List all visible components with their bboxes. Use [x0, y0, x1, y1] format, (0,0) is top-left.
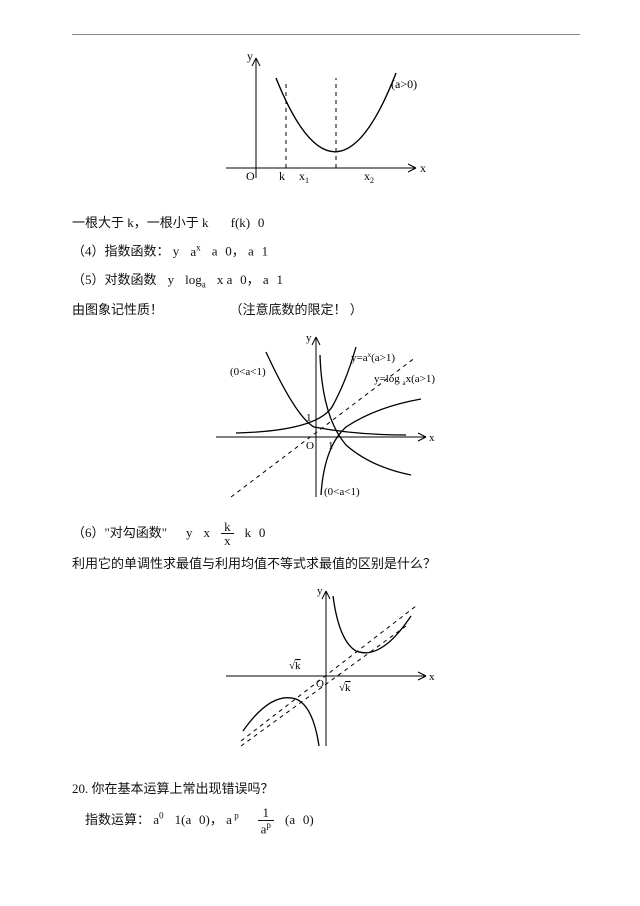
parabola-a: (a>0): [391, 77, 417, 91]
svg-text:√k: √k: [339, 682, 351, 694]
t: 一根大于: [72, 215, 124, 230]
explog-svg: y x O 1 1 y=ax(a>1) y=log ax(a>1) (0<a<1…: [196, 327, 456, 507]
q20: 20. 你在基本运算上常出现错误吗？: [72, 777, 580, 802]
explog-figure: y x O 1 1 y=ax(a>1) y=log ax(a>1) (0<a<1…: [72, 327, 580, 516]
frac-1ap: 1 ap: [258, 806, 274, 836]
line-fk: 一根大于 k，一根小于 k f(k)0: [72, 211, 580, 236]
svg-text:y=log ax(a>1): y=log ax(a>1): [374, 373, 435, 387]
svg-text:x: x: [429, 432, 435, 444]
svg-text:x1: x1: [299, 169, 309, 185]
dogleg-svg: y x O √k √k: [211, 581, 441, 751]
parabola-O: O: [246, 169, 255, 183]
svg-text:√k: √k: [289, 660, 301, 672]
q20-exp: 指数运算： a0 1(a0)， a p 1 ap (a0): [72, 806, 580, 836]
frac-kx: kx: [221, 520, 234, 548]
svg-text:O: O: [316, 678, 324, 690]
svg-text:(0<a<1): (0<a<1): [324, 486, 360, 498]
svg-text:(0<a<1): (0<a<1): [230, 366, 266, 378]
dogleg-figure: y x O √k √k: [72, 581, 580, 760]
svg-text:x: x: [429, 671, 435, 683]
svg-text:y: y: [306, 332, 312, 344]
svg-text:x2: x2: [364, 169, 374, 185]
svg-text:y: y: [317, 585, 323, 597]
line-log: （5）对数函数 y loga x a0， a1: [72, 268, 580, 294]
svg-text:1: 1: [306, 412, 312, 424]
parabola-y-label: y: [247, 49, 253, 63]
page: y x O k x1 x2 (a>0) 一根大于 k，一根小于 k f(k)0 …: [0, 0, 640, 906]
line-exp: （4）指数函数： y ax a0， a1: [72, 239, 580, 264]
line-graph-note: 由图象记性质！ （注意底数的限定！ ）: [72, 298, 580, 323]
svg-text:1: 1: [328, 440, 334, 452]
parabola-k: k: [279, 169, 285, 183]
line-question-dog: 利用它的单调性求最值与利用均值不等式求最值的区别是什么？: [72, 552, 580, 577]
parabola-figure: y x O k x1 x2 (a>0): [72, 48, 580, 207]
line-dogleg: （6）"对勾函数" y x kx k0: [72, 520, 580, 548]
parabola-x-label: x: [420, 161, 426, 175]
svg-text:y=ax(a>1): y=ax(a>1): [351, 351, 395, 364]
svg-text:O: O: [306, 440, 314, 452]
parabola-svg: y x O k x1 x2 (a>0): [216, 48, 436, 198]
